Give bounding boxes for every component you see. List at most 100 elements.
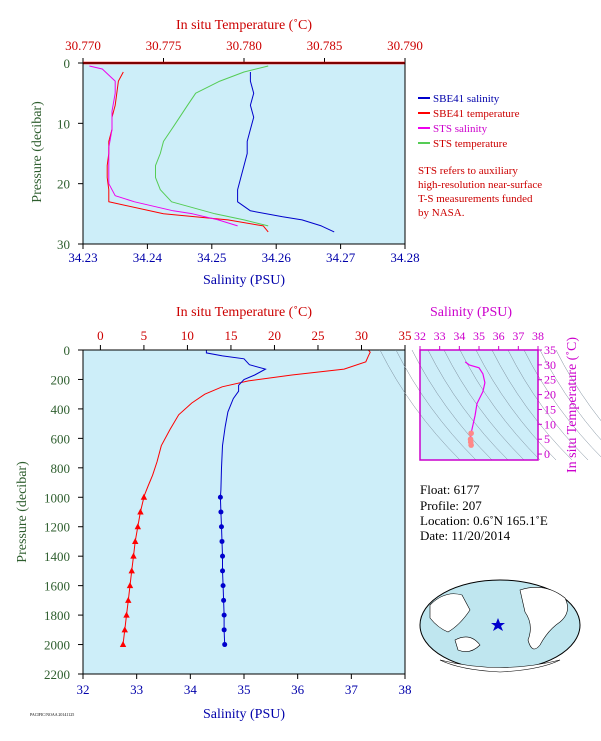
bottom-pressure-tick-label: 0 — [64, 343, 71, 358]
bottom-temperature-marker — [126, 582, 134, 589]
float-info: Float: 6177 Profile: 207 Location: 0.6˚N… — [420, 482, 548, 543]
bottom-pressure-tick-label: 400 — [51, 402, 71, 417]
bottom-plot-frame — [82, 349, 406, 675]
bottom-sal-tick-label: 37 — [345, 682, 359, 697]
ts-deep-marker — [468, 442, 474, 448]
info-location: Location: 0.6˚N 165.1˚E — [420, 513, 548, 528]
bottom-temperature-line — [122, 349, 371, 645]
bottom-salinity-axis-title: Salinity (PSU) — [203, 707, 285, 722]
ts-sal-tick-label: 38 — [532, 329, 544, 343]
bottom-temp-tick-label: 0 — [97, 328, 104, 343]
bottom-series-group — [119, 349, 371, 648]
note-line-1: STS refers to auxiliary — [418, 165, 518, 177]
bottom-pressure-axis-title: Pressure (decibar) — [15, 461, 30, 563]
top-series-line-sbe41-temperature — [106, 71, 269, 233]
bottom-sal-tick-label: 34 — [184, 682, 198, 697]
top-sal-tick-label: 34.23 — [68, 250, 97, 265]
ts-sal-tick-label: 34 — [453, 329, 465, 343]
bottom-temp-tick-labels: 0 5 10 15 20 25 30 35 — [97, 328, 412, 350]
top-temp-axis-title: In situ Temperature (˚C) — [176, 18, 312, 33]
bottom-temperature-marker — [121, 626, 128, 633]
ts-salinity-axis-title: Salinity (PSU) — [430, 305, 512, 320]
top-series-line-sts-salinity — [89, 65, 238, 227]
sts-note: STS refers to auxiliary high-resolution … — [418, 165, 542, 219]
bottom-pressure-tick-label: 1000 — [44, 490, 70, 505]
top-pressure-tick-labels: 0 10 20 30 — [57, 56, 83, 252]
ts-density-contours — [379, 349, 601, 461]
bottom-pressure-tick-label: 800 — [51, 461, 71, 476]
ts-temp-tick-label: 25 — [544, 373, 556, 387]
ts-temp-tick-label: 15 — [544, 402, 556, 416]
top-plot-area — [83, 63, 405, 244]
top-sal-tick-labels: 34.23 34.24 34.25 34.26 34.27 34.28 — [68, 244, 420, 265]
ts-sal-tick-labels: 32 33 34 35 36 37 38 — [414, 329, 544, 350]
note-line-2: high-resolution near-surface — [418, 179, 542, 191]
bottom-salinity-marker — [221, 627, 227, 633]
bottom-temperature-marker — [137, 508, 144, 515]
bottom-temperature-marker — [123, 611, 130, 618]
bottom-temp-tick-label: 25 — [311, 328, 324, 343]
top-sal-tick-label: 34.27 — [326, 250, 356, 265]
ts-temp-tick-label: 30 — [544, 358, 556, 372]
bottom-temperature-marker — [125, 596, 132, 603]
bottom-salinity-marker — [218, 524, 224, 530]
ts-contour-line — [379, 349, 461, 461]
location-map — [419, 579, 581, 673]
top-temp-tick-labels: 30.770 30.775 30.780 30.785 30.790 — [65, 38, 423, 63]
top-salinity-axis-title: Salinity (PSU) — [203, 273, 285, 288]
bottom-pressure-tick-label: 1800 — [44, 608, 70, 623]
bottom-temp-tick-label: 10 — [181, 328, 194, 343]
top-temp-tick-label: 30.790 — [387, 38, 423, 53]
ts-contour-line — [539, 349, 601, 441]
bottom-salinity-marker — [220, 553, 226, 559]
bottom-pressure-tick-label: 1600 — [44, 579, 70, 594]
ts-contour-line — [555, 349, 601, 422]
top-legend: SBE41 salinity SBE41 temperature STS sal… — [418, 93, 520, 150]
bottom-pressure-tick-label: 200 — [51, 372, 71, 387]
top-sal-tick-label: 34.26 — [262, 250, 292, 265]
top-temp-tick-label: 30.775 — [146, 38, 182, 53]
top-pressure-tick-label: 10 — [57, 116, 70, 131]
bottom-salinity-marker — [222, 642, 228, 648]
bottom-salinity-marker — [220, 583, 226, 589]
bottom-sal-tick-label: 33 — [130, 682, 143, 697]
ts-contour-line — [523, 349, 601, 458]
ts-temperature-axis-title: In situ Temperature (˚C) — [565, 337, 580, 473]
bottom-pressure-tick-label: 1400 — [44, 549, 70, 564]
bottom-pressure-tick-label: 600 — [51, 431, 71, 446]
legend-label-sts-temperature: STS temperature — [433, 138, 507, 150]
bottom-pressure-tick-label: 1200 — [44, 520, 70, 535]
bottom-temp-tick-label: 30 — [355, 328, 368, 343]
bottom-salinity-marker — [221, 612, 227, 618]
top-pressure-axis-title: Pressure (decibar) — [30, 101, 45, 203]
bottom-sal-tick-label: 32 — [77, 682, 90, 697]
ts-plot-frame — [419, 349, 539, 461]
ts-temp-tick-label: 0 — [544, 447, 550, 461]
bottom-temp-tick-label: 20 — [268, 328, 281, 343]
ts-contour-line — [507, 349, 589, 461]
ts-plot-area — [420, 350, 538, 460]
bottom-temp-tick-label: 35 — [399, 328, 412, 343]
bottom-salinity-marker — [217, 494, 223, 500]
ts-contour-line — [395, 349, 477, 461]
top-panel: In situ Temperature (˚C) 30.770 30.775 30.… — [30, 18, 423, 288]
ts-sal-tick-label: 33 — [434, 329, 446, 343]
ts-contour-line — [443, 349, 525, 461]
bottom-salinity-marker — [219, 538, 225, 544]
ts-temp-tick-label: 20 — [544, 388, 556, 402]
top-pressure-tick-label: 20 — [57, 177, 70, 192]
map-land-asia — [429, 593, 471, 633]
note-line-3: T-S measurements funded — [418, 193, 533, 205]
ts-contour-line — [475, 349, 557, 461]
top-pressure-tick-label: 0 — [64, 56, 71, 71]
legend-label-sbe41-salinity: SBE41 salinity — [433, 93, 500, 105]
ts-temp-tick-label: 10 — [544, 417, 556, 431]
bottom-plot-area — [83, 350, 405, 674]
bottom-salinity-marker — [221, 597, 227, 603]
ts-series-group — [464, 361, 486, 448]
bottom-salinity-line — [205, 350, 267, 645]
ts-sal-tick-label: 35 — [473, 329, 485, 343]
note-line-4: by NASA. — [418, 207, 465, 219]
top-sal-tick-label: 34.24 — [133, 250, 163, 265]
